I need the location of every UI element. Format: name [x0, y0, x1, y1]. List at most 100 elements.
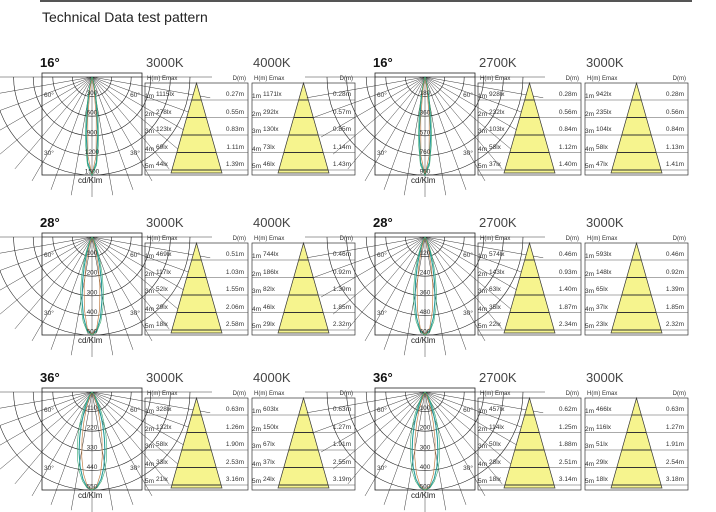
unit-label: cd/Klm	[411, 336, 436, 345]
polar-scale-label: 900	[87, 129, 98, 136]
polar-spoke	[91, 391, 185, 470]
emax-value: 186lx	[263, 268, 279, 276]
illuminance-table: H(m) Emax D(m) 1m 942lx 0.28m 2m 235lx 0.56m 3m 1…	[584, 76, 689, 176]
emax-value: 46lx	[263, 303, 275, 311]
emax-value: 457lx	[489, 406, 505, 413]
polar-spoke	[306, 236, 426, 259]
diameter-value: 1.26m	[225, 423, 244, 431]
emax-value: 69lx	[156, 143, 168, 151]
polar-spoke	[424, 76, 486, 182]
angle-mark: 60°	[463, 91, 473, 99]
emax-value: 35lx	[489, 303, 501, 311]
height-label: 1m	[585, 93, 595, 100]
angle-mark: 60°	[377, 91, 387, 99]
emax-value: 58lx	[596, 143, 608, 151]
diameter-value: 2.53m	[225, 458, 244, 466]
polar-spoke	[312, 391, 426, 434]
diameter-value: 1.27m	[332, 423, 351, 431]
polar-spoke	[312, 236, 426, 279]
height-label: 2m	[145, 270, 155, 278]
diameter-value: 2.51m	[558, 458, 577, 466]
diameter-value: 1.91m	[665, 441, 684, 448]
diameter-value: 0.93m	[558, 268, 577, 276]
emax-value: 328lx	[156, 406, 172, 413]
diameter-value: 1.85m	[332, 303, 351, 311]
diameter-value: 0.28m	[665, 91, 684, 98]
cct-label: 2700K	[479, 215, 517, 230]
angle-mark: 60°	[130, 251, 140, 259]
height-label: 2m	[252, 270, 262, 278]
angle-mark: 30°	[377, 309, 387, 317]
emax-value: 65lx	[596, 286, 608, 293]
illuminance-table: H(m) Emax D(m) 1m 328lx 0.63m 2m 132lx 1.26m 3m 5…	[144, 391, 249, 491]
height-label: 3m	[252, 288, 262, 295]
emax-value: 29lx	[156, 303, 168, 311]
diameter-value: 2.55m	[332, 458, 351, 466]
emax-value: 928lx	[489, 91, 505, 98]
polar-spoke	[424, 76, 544, 99]
height-label: 2m	[145, 425, 155, 433]
diameter-value: 2.54m	[665, 458, 684, 466]
polar-scale-label: 200	[87, 270, 98, 277]
polar-spoke	[14, 76, 93, 170]
polar-spoke	[31, 76, 93, 182]
polar-scale-label: 240	[420, 270, 431, 277]
polar-spoke	[424, 76, 467, 190]
light-cone	[610, 241, 663, 334]
diameter-value: 0.55m	[225, 108, 244, 116]
polar-scale-label: 950	[420, 169, 431, 176]
illuminance-table: H(m) Emax D(m) 1m 574lx 0.46m 2m 143lx 0.93m 3m 6…	[477, 236, 582, 336]
diameter-value: 2.32m	[665, 321, 684, 328]
height-label: 4m	[478, 145, 488, 153]
diameter-value: 0.83m	[225, 126, 244, 133]
illuminance-table: H(m) Emax D(m) 1m 466lx 0.63m 2m 116lx 1.27m 3m 5…	[584, 391, 689, 491]
height-label: 4m	[478, 305, 488, 313]
emax-value: 33lx	[156, 458, 168, 466]
height-label: 4m	[145, 145, 155, 153]
angle-mark: 30°	[130, 464, 140, 472]
emax-value: 22lx	[489, 321, 501, 328]
angle-mark: 30°	[463, 309, 473, 317]
angle-mark: 60°	[44, 91, 54, 99]
polar-spoke	[0, 236, 93, 254]
beam-curve	[84, 76, 100, 176]
header-d: D(m)	[672, 391, 686, 397]
polar-spoke	[91, 391, 211, 414]
illuminance-table: H(m) Emax D(m) 1m 744lx 0.46m 2m 186lx 0.92m 3m 8…	[251, 236, 356, 336]
emax-value: 1115lx	[156, 91, 175, 98]
polar-spoke	[320, 236, 426, 298]
emax-value: 292lx	[263, 108, 279, 116]
angle-mark: 30°	[130, 309, 140, 317]
polar-scale-label: 400	[87, 309, 98, 316]
height-label: 5m	[585, 478, 595, 485]
emax-value: 58lx	[489, 143, 501, 151]
polar-spoke	[306, 76, 426, 99]
beam-angle: 28°	[40, 215, 60, 230]
height-label: 4m	[478, 460, 488, 468]
polar-spoke	[424, 391, 538, 434]
height-label: 3m	[252, 443, 262, 450]
diameter-value: 1.85m	[665, 303, 684, 311]
height-label: 5m	[252, 478, 262, 485]
cct-label: 4000K	[253, 55, 291, 70]
header-d: D(m)	[232, 391, 246, 397]
emax-value: 466lx	[596, 406, 612, 413]
polar-scale-label: 480	[420, 309, 431, 316]
illuminance-table: H(m) Emax D(m) 1m 457lx 0.62m 2m 114lx 1.25m 3m 5…	[477, 391, 582, 491]
height-label: 2m	[252, 425, 262, 433]
polar-spoke	[14, 391, 93, 485]
emax-value: 29lx	[263, 321, 275, 328]
height-label: 1m	[252, 253, 262, 260]
height-label: 1m	[145, 253, 155, 260]
emax-value: 52lx	[156, 286, 168, 293]
polar-spoke	[424, 391, 530, 453]
emax-value: 232lx	[489, 108, 505, 116]
height-label: 2m	[585, 425, 595, 433]
polar-spoke	[424, 236, 544, 259]
emax-value: 28lx	[489, 458, 501, 466]
cct-label: 3000K	[586, 55, 624, 70]
height-label: 4m	[145, 460, 155, 468]
diameter-value: 0.63m	[332, 406, 351, 413]
polar-spoke	[347, 391, 426, 485]
beam-angle: 36°	[373, 370, 393, 385]
